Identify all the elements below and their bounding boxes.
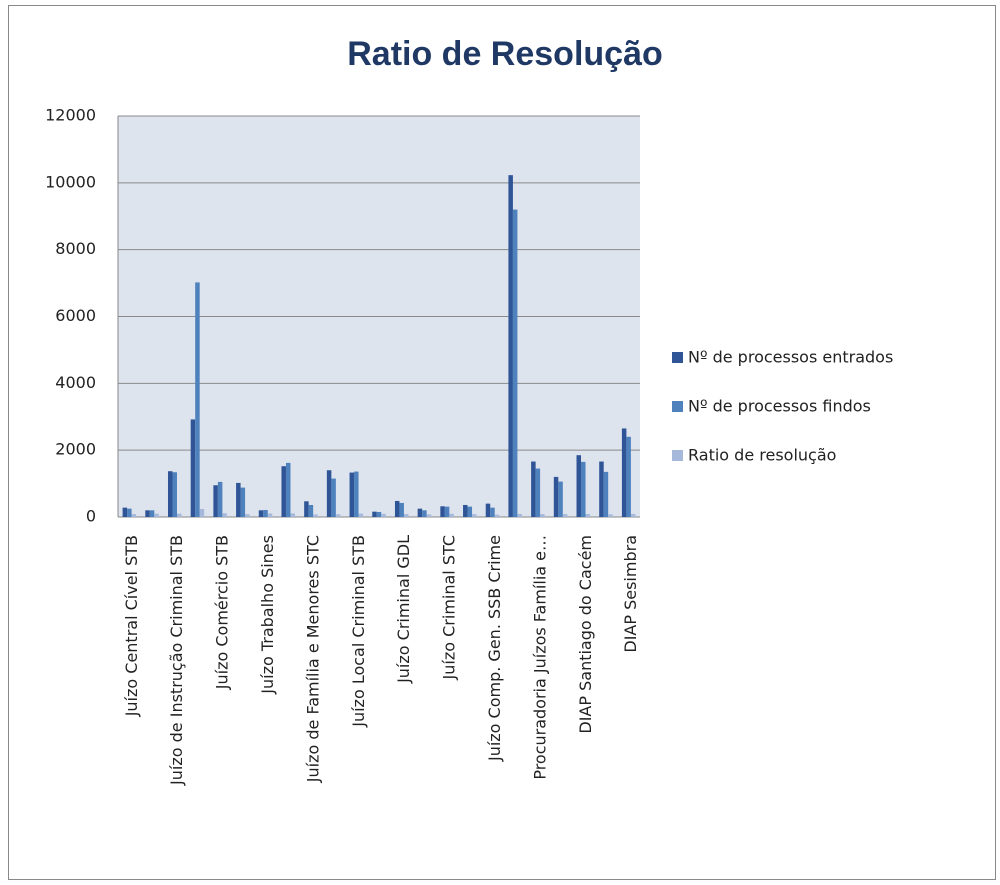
bar bbox=[399, 502, 404, 517]
bar bbox=[603, 471, 609, 517]
legend-swatch bbox=[672, 401, 683, 412]
x-tick-label: Juízo Trabalho Sines bbox=[258, 535, 277, 695]
bar bbox=[335, 514, 341, 517]
x-tick-label: DIAP Sesimbra bbox=[621, 535, 640, 653]
bar bbox=[304, 501, 309, 517]
bar bbox=[176, 513, 182, 517]
x-tick-label: Juízo de Família e Menores STC bbox=[303, 535, 322, 783]
y-tick-label: 12000 bbox=[45, 106, 96, 125]
bar bbox=[245, 514, 250, 517]
bar bbox=[372, 511, 377, 517]
bar bbox=[599, 461, 604, 517]
bar bbox=[326, 470, 332, 517]
bar bbox=[576, 455, 582, 517]
y-tick-label: 6000 bbox=[55, 306, 96, 325]
x-tick-label: Juízo Local Criminal STB bbox=[349, 535, 368, 728]
bar bbox=[195, 282, 200, 517]
y-tick-label: 10000 bbox=[45, 172, 96, 191]
bar bbox=[258, 510, 264, 517]
y-tick-label: 8000 bbox=[55, 239, 96, 258]
bar bbox=[444, 506, 450, 517]
bar bbox=[127, 508, 132, 517]
bar bbox=[240, 487, 246, 517]
bar bbox=[331, 478, 336, 517]
bar bbox=[485, 503, 491, 517]
bar bbox=[417, 508, 423, 517]
bar bbox=[621, 428, 627, 517]
bar bbox=[285, 462, 291, 517]
bar bbox=[463, 504, 468, 517]
legend-swatch bbox=[672, 450, 683, 461]
bar bbox=[222, 513, 227, 517]
bar bbox=[281, 466, 286, 517]
bar bbox=[558, 481, 563, 517]
bar bbox=[608, 514, 613, 517]
bar bbox=[531, 461, 536, 517]
bar bbox=[585, 514, 591, 517]
bar bbox=[267, 513, 273, 517]
x-tick-label: Juízo Comércio STB bbox=[213, 535, 232, 690]
bar bbox=[154, 513, 159, 517]
bar bbox=[213, 485, 218, 517]
bar bbox=[131, 514, 137, 517]
bar bbox=[290, 513, 295, 517]
chart-title: Ratio de Resolução bbox=[347, 35, 663, 73]
bar bbox=[217, 481, 223, 517]
bar bbox=[149, 510, 155, 517]
bar bbox=[122, 507, 128, 517]
bar bbox=[190, 419, 196, 517]
bar bbox=[403, 514, 409, 517]
bar bbox=[167, 471, 173, 517]
x-tick-label: Procuradoria Juízos Família e… bbox=[530, 535, 549, 780]
bar bbox=[358, 513, 364, 517]
y-tick-label: 2000 bbox=[55, 440, 96, 459]
bar bbox=[490, 507, 495, 517]
legend-label: Nº de processos entrados bbox=[688, 348, 893, 367]
y-tick-label: 4000 bbox=[55, 373, 96, 392]
bar bbox=[426, 514, 432, 517]
bar bbox=[145, 510, 150, 517]
legend-swatch bbox=[672, 352, 683, 363]
bar bbox=[440, 506, 445, 517]
bar bbox=[512, 209, 518, 518]
bar bbox=[236, 482, 241, 517]
legend-label: Ratio de resolução bbox=[688, 446, 836, 465]
bar bbox=[494, 514, 500, 517]
x-tick-label: Juízo de Instrução Criminal STB bbox=[167, 535, 186, 786]
bar bbox=[376, 511, 382, 517]
bar bbox=[199, 508, 205, 517]
bar bbox=[508, 175, 513, 517]
bar bbox=[626, 436, 631, 517]
bar bbox=[517, 513, 522, 517]
x-tick-label: Juízo Criminal GDL bbox=[394, 535, 413, 684]
bar bbox=[467, 506, 473, 517]
x-tick-label: Juízo Comp. Gen. SSB Crime bbox=[485, 535, 504, 762]
bar bbox=[263, 509, 268, 517]
bar bbox=[540, 514, 545, 517]
bar bbox=[394, 500, 400, 517]
x-tick-label: Juízo Central Cível STB bbox=[122, 535, 141, 717]
bar bbox=[535, 468, 541, 517]
bar bbox=[172, 472, 177, 517]
y-tick-label: 0 bbox=[86, 507, 96, 526]
bar bbox=[553, 476, 559, 517]
bar bbox=[381, 513, 386, 517]
bar bbox=[449, 513, 454, 517]
x-tick-label: DIAP Santiago do Cacém bbox=[576, 535, 595, 734]
bar bbox=[308, 504, 314, 517]
bar bbox=[581, 461, 586, 517]
bar bbox=[472, 514, 477, 517]
bar bbox=[422, 510, 427, 517]
x-tick-label: Juízo Criminal STC bbox=[440, 535, 459, 680]
bar bbox=[349, 472, 355, 517]
legend-label: Nº de processos findos bbox=[688, 397, 871, 416]
bar bbox=[313, 514, 318, 517]
bar bbox=[562, 514, 568, 517]
bar bbox=[630, 513, 636, 517]
bar bbox=[354, 471, 359, 517]
